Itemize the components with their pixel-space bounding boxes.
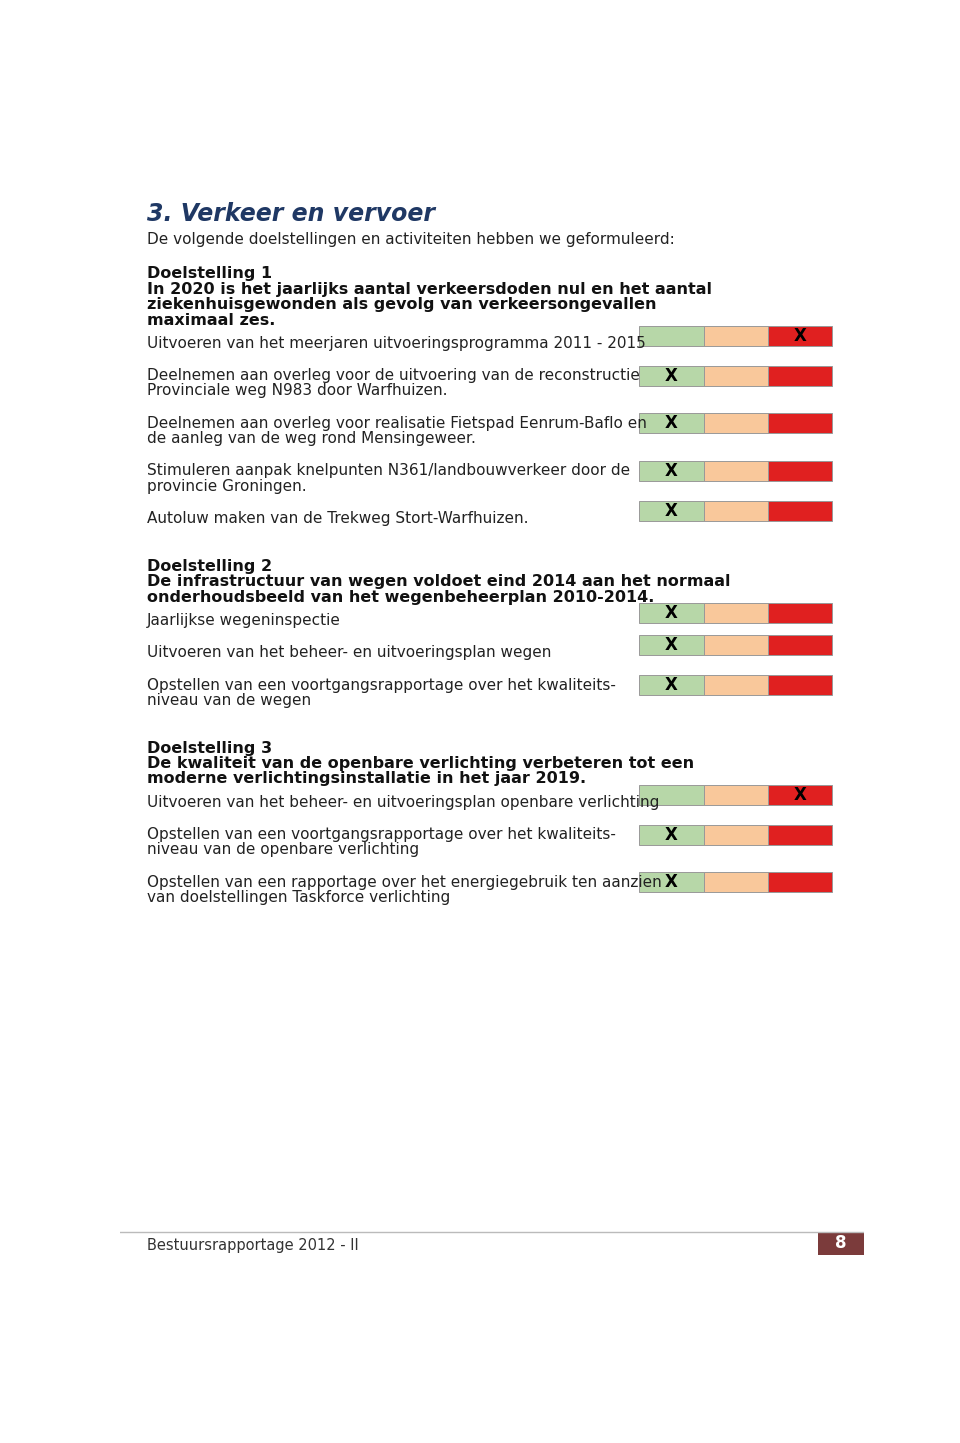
Bar <box>704 365 768 385</box>
Bar <box>768 365 832 385</box>
Bar <box>639 462 704 481</box>
Text: X: X <box>665 462 678 481</box>
Text: Uitvoeren van het beheer- en uitvoeringsplan wegen: Uitvoeren van het beheer- en uitvoerings… <box>147 645 551 659</box>
Text: Provinciale weg N983 door Warfhuizen.: Provinciale weg N983 door Warfhuizen. <box>147 384 447 398</box>
Text: X: X <box>665 636 678 654</box>
Text: onderhoudsbeeld van het wegenbeheerplan 2010-2014.: onderhoudsbeeld van het wegenbeheerplan … <box>147 590 655 605</box>
Text: maximaal zes.: maximaal zes. <box>147 313 276 328</box>
Bar <box>639 365 704 385</box>
Text: Bestuursrapportage 2012 - II: Bestuursrapportage 2012 - II <box>147 1238 359 1254</box>
Text: X: X <box>794 326 806 345</box>
Text: Stimuleren aanpak knelpunten N361/landbouwverkeer door de: Stimuleren aanpak knelpunten N361/landbo… <box>147 463 631 479</box>
Bar <box>704 824 768 844</box>
Text: 3. Verkeer en vervoer: 3. Verkeer en vervoer <box>147 202 435 227</box>
Text: moderne verlichtingsinstallatie in het jaar 2019.: moderne verlichtingsinstallatie in het j… <box>147 772 587 786</box>
Bar <box>704 501 768 521</box>
Bar <box>768 462 832 481</box>
Text: Uitvoeren van het beheer- en uitvoeringsplan openbare verlichting: Uitvoeren van het beheer- en uitvoerings… <box>147 795 660 810</box>
Bar <box>768 603 832 623</box>
Text: De infrastructuur van wegen voldoet eind 2014 aan het normaal: De infrastructuur van wegen voldoet eind… <box>147 574 731 589</box>
Text: X: X <box>665 367 678 385</box>
Bar <box>768 326 832 346</box>
Bar <box>639 785 704 805</box>
Bar <box>704 413 768 433</box>
Bar <box>768 785 832 805</box>
Text: Doelstelling 3: Doelstelling 3 <box>147 740 273 756</box>
Bar <box>768 675 832 696</box>
Bar <box>768 873 832 892</box>
Text: Doelstelling 1: Doelstelling 1 <box>147 267 273 281</box>
Bar <box>639 603 704 623</box>
Text: niveau van de wegen: niveau van de wegen <box>147 693 311 709</box>
Bar <box>639 675 704 696</box>
Text: X: X <box>665 603 678 622</box>
Bar <box>768 635 832 655</box>
Bar <box>704 675 768 696</box>
Text: Doelstelling 2: Doelstelling 2 <box>147 558 273 574</box>
Text: Opstellen van een rapportage over het energiegebruik ten aanzien: Opstellen van een rapportage over het en… <box>147 874 661 890</box>
Text: ziekenhuisgewonden als gevolg van verkeersongevallen: ziekenhuisgewonden als gevolg van verkee… <box>147 297 657 312</box>
Bar <box>639 501 704 521</box>
Text: van doelstellingen Taskforce verlichting: van doelstellingen Taskforce verlichting <box>147 890 450 905</box>
Text: Uitvoeren van het meerjaren uitvoeringsprogramma 2011 - 2015: Uitvoeren van het meerjaren uitvoeringsp… <box>147 336 646 351</box>
Text: Deelnemen aan overleg voor de uitvoering van de reconstructie: Deelnemen aan overleg voor de uitvoering… <box>147 368 640 382</box>
Text: Deelnemen aan overleg voor realisatie Fietspad Eenrum-Baflo en: Deelnemen aan overleg voor realisatie Fi… <box>147 416 647 430</box>
Text: Opstellen van een voortgangsrapportage over het kwaliteits-: Opstellen van een voortgangsrapportage o… <box>147 678 616 693</box>
Text: de aanleg van de weg rond Mensingeweer.: de aanleg van de weg rond Mensingeweer. <box>147 431 476 446</box>
Text: De volgende doelstellingen en activiteiten hebben we geformuleerd:: De volgende doelstellingen en activiteit… <box>147 232 675 247</box>
Bar <box>704 873 768 892</box>
Bar <box>704 462 768 481</box>
Bar <box>768 824 832 844</box>
Text: Jaarlijkse wegeninspectie: Jaarlijkse wegeninspectie <box>147 613 341 628</box>
Text: X: X <box>665 502 678 519</box>
Bar <box>818 1232 864 1255</box>
Bar <box>639 413 704 433</box>
Text: In 2020 is het jaarlijks aantal verkeersdoden nul en het aantal: In 2020 is het jaarlijks aantal verkeers… <box>147 281 712 297</box>
Text: De kwaliteit van de openbare verlichting verbeteren tot een: De kwaliteit van de openbare verlichting… <box>147 756 694 771</box>
Bar <box>768 413 832 433</box>
Text: X: X <box>665 414 678 433</box>
Text: Autoluw maken van de Trekweg Stort-Warfhuizen.: Autoluw maken van de Trekweg Stort-Warfh… <box>147 511 529 527</box>
Bar <box>639 824 704 844</box>
Bar <box>704 785 768 805</box>
Text: X: X <box>794 785 806 804</box>
Bar <box>639 326 704 346</box>
Bar <box>639 873 704 892</box>
Text: niveau van de openbare verlichting: niveau van de openbare verlichting <box>147 843 420 857</box>
Text: X: X <box>665 825 678 844</box>
Bar <box>704 326 768 346</box>
Bar <box>768 501 832 521</box>
Text: X: X <box>665 677 678 694</box>
Bar <box>639 635 704 655</box>
Bar <box>704 635 768 655</box>
Text: X: X <box>665 873 678 892</box>
Bar <box>704 603 768 623</box>
Text: provincie Groningen.: provincie Groningen. <box>147 479 307 494</box>
Text: 8: 8 <box>835 1234 847 1253</box>
Text: Opstellen van een voortgangsrapportage over het kwaliteits-: Opstellen van een voortgangsrapportage o… <box>147 827 616 841</box>
